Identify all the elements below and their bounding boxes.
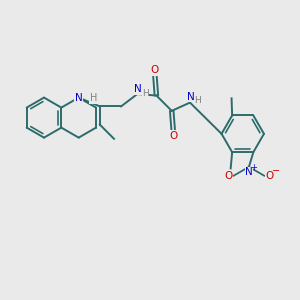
Text: H: H — [90, 93, 97, 103]
Text: −: − — [272, 166, 280, 176]
Text: N: N — [187, 92, 195, 102]
Text: O: O — [266, 171, 274, 181]
Text: N: N — [134, 84, 142, 94]
Text: +: + — [250, 163, 257, 172]
Text: N: N — [75, 93, 83, 103]
Text: O: O — [169, 131, 177, 141]
Text: H: H — [142, 89, 149, 98]
Text: H: H — [195, 96, 201, 105]
Text: O: O — [151, 65, 159, 76]
Text: O: O — [224, 171, 232, 181]
Text: N: N — [245, 167, 253, 177]
